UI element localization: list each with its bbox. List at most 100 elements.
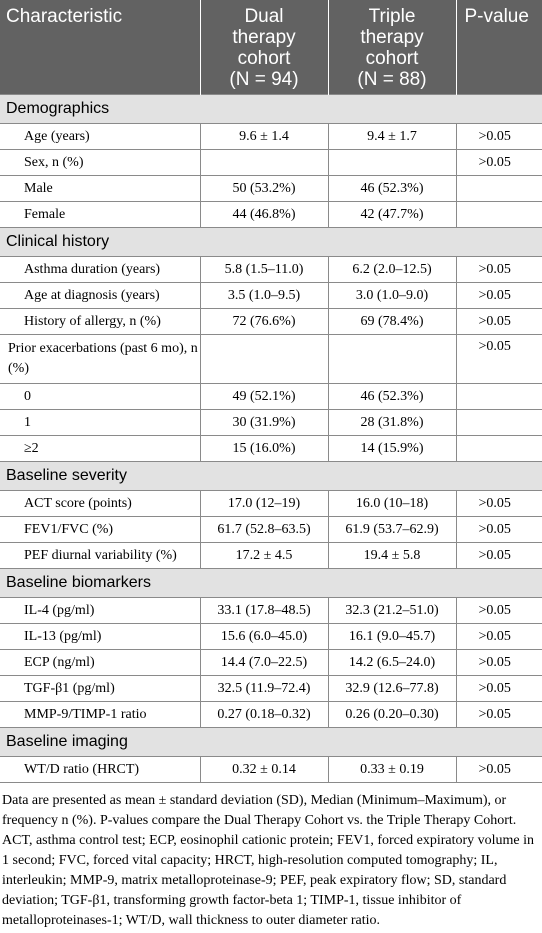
table-row: PEF diurnal variability (%) 17.2 ± 4.5 19.… bbox=[0, 542, 542, 569]
header-triple-line2: therapy bbox=[360, 27, 424, 48]
row-label: TGF-β1 (pg/ml) bbox=[0, 675, 201, 702]
header-characteristic: Characteristic bbox=[0, 0, 200, 95]
row-triple bbox=[327, 149, 457, 176]
section-row: Baseline imaging bbox=[0, 727, 542, 757]
row-triple: 3.0 (1.0–9.0) bbox=[327, 282, 457, 309]
table-header-row: Characteristic Dual therapy cohort (N = … bbox=[0, 0, 542, 95]
row-triple: 42 (47.7%) bbox=[327, 201, 457, 228]
row-triple: 19.4 ± 5.8 bbox=[327, 542, 457, 569]
table-row: ACT score (points) 17.0 (12–19) 16.0 (10–1… bbox=[0, 490, 542, 517]
row-pvalue: >0.05 bbox=[455, 308, 542, 335]
row-pvalue: >0.05 bbox=[455, 597, 542, 624]
header-dual-line3: cohort bbox=[237, 48, 291, 69]
row-label: History of allergy, n (%) bbox=[0, 308, 201, 335]
row-dual: 0.27 (0.18–0.32) bbox=[199, 701, 329, 728]
characteristics-table: Characteristic Dual therapy cohort (N = … bbox=[0, 0, 542, 783]
row-label: Prior exacerbations (past 6 mo), n (%) bbox=[0, 334, 201, 384]
row-pvalue bbox=[455, 435, 542, 462]
row-dual: 5.8 (1.5–11.0) bbox=[199, 256, 329, 283]
row-triple bbox=[327, 334, 457, 384]
table-footnote: Data are presented as mean ± standard de… bbox=[2, 793, 535, 928]
row-triple: 69 (78.4%) bbox=[327, 308, 457, 335]
section-baseline-imaging: Baseline imaging bbox=[0, 727, 542, 757]
row-triple: 46 (52.3%) bbox=[327, 383, 457, 410]
row-label: IL-13 (pg/ml) bbox=[0, 623, 201, 650]
row-pvalue: >0.05 bbox=[455, 675, 542, 702]
row-dual bbox=[199, 334, 329, 384]
row-pvalue bbox=[455, 409, 542, 436]
header-triple-line1: Triple bbox=[368, 6, 416, 27]
row-pvalue bbox=[455, 175, 542, 202]
table-row: TGF-β1 (pg/ml) 32.5 (11.9–72.4) 32.9 (12.6… bbox=[0, 675, 542, 702]
row-dual: 44 (46.8%) bbox=[199, 201, 329, 228]
row-dual: 30 (31.9%) bbox=[199, 409, 329, 436]
row-pvalue: >0.05 bbox=[455, 334, 542, 384]
row-triple: 16.0 (10–18) bbox=[327, 490, 457, 517]
row-pvalue bbox=[455, 201, 542, 228]
row-dual: 61.7 (52.8–63.5) bbox=[199, 516, 329, 543]
header-triple-cohort: Triple therapy cohort (N = 88) bbox=[327, 0, 456, 95]
row-label: 0 bbox=[0, 383, 201, 410]
row-triple: 32.3 (21.2–51.0) bbox=[327, 597, 457, 624]
row-label: ≥2 bbox=[0, 435, 201, 462]
table-row: IL-4 (pg/ml) 33.1 (17.8–48.5) 32.3 (21.2–5… bbox=[0, 597, 542, 624]
row-dual: 33.1 (17.8–48.5) bbox=[199, 597, 329, 624]
section-demographics: Demographics bbox=[0, 94, 542, 124]
row-pvalue: >0.05 bbox=[455, 649, 542, 676]
row-triple: 0.26 (0.20–0.30) bbox=[327, 701, 457, 728]
table-row: IL-13 (pg/ml) 15.6 (6.0–45.0) 16.1 (9.0–45… bbox=[0, 623, 542, 650]
header-triple-n: (N = 88) bbox=[357, 69, 427, 90]
row-pvalue: >0.05 bbox=[455, 756, 542, 783]
table-row: Sex, n (%) >0.05 bbox=[0, 149, 542, 176]
table-row: WT/D ratio (HRCT) 0.32 ± 0.14 0.33 ± 0.19 >… bbox=[0, 756, 542, 783]
section-row: Clinical history bbox=[0, 227, 542, 257]
row-label: Asthma duration (years) bbox=[0, 256, 201, 283]
row-dual: 9.6 ± 1.4 bbox=[199, 123, 329, 150]
table-row: Prior exacerbations (past 6 mo), n (%) >0… bbox=[0, 334, 542, 384]
row-label: MMP-9/TIMP-1 ratio bbox=[0, 701, 201, 728]
row-triple: 28 (31.8%) bbox=[327, 409, 457, 436]
section-baseline-biomarkers: Baseline biomarkers bbox=[0, 568, 542, 598]
row-dual: 15 (16.0%) bbox=[199, 435, 329, 462]
row-label: 1 bbox=[0, 409, 201, 436]
table-row: MMP-9/TIMP-1 ratio 0.27 (0.18–0.32) 0.26 (… bbox=[0, 701, 542, 728]
row-pvalue: >0.05 bbox=[455, 623, 542, 650]
row-dual: 0.32 ± 0.14 bbox=[199, 756, 329, 783]
row-label: Sex, n (%) bbox=[0, 149, 201, 176]
row-dual: 50 (53.2%) bbox=[199, 175, 329, 202]
row-dual: 17.0 (12–19) bbox=[199, 490, 329, 517]
row-pvalue: >0.05 bbox=[455, 123, 542, 150]
row-dual: 17.2 ± 4.5 bbox=[199, 542, 329, 569]
row-dual: 32.5 (11.9–72.4) bbox=[199, 675, 329, 702]
section-row: Baseline biomarkers bbox=[0, 568, 542, 598]
header-dual-cohort: Dual therapy cohort (N = 94) bbox=[199, 0, 328, 95]
table-row: Asthma duration (years) 5.8 (1.5–11.0) 6.2… bbox=[0, 256, 542, 283]
header-triple-line3: cohort bbox=[365, 48, 419, 69]
header-dual-n: (N = 94) bbox=[229, 69, 299, 90]
row-triple: 16.1 (9.0–45.7) bbox=[327, 623, 457, 650]
row-triple: 9.4 ± 1.7 bbox=[327, 123, 457, 150]
section-baseline-severity: Baseline severity bbox=[0, 461, 542, 491]
row-label: WT/D ratio (HRCT) bbox=[0, 756, 201, 783]
table-row: 0 49 (52.1%) 46 (52.3%) bbox=[0, 383, 542, 410]
header-dual-line1: Dual bbox=[244, 6, 284, 27]
row-pvalue: >0.05 bbox=[455, 149, 542, 176]
table-row: Female 44 (46.8%) 42 (47.7%) bbox=[0, 201, 542, 228]
section-row: Demographics bbox=[0, 94, 542, 124]
row-label: ECP (ng/ml) bbox=[0, 649, 201, 676]
table-row: FEV1/FVC (%) 61.7 (52.8–63.5) 61.9 (53.7–6… bbox=[0, 516, 542, 543]
row-label: Male bbox=[0, 175, 201, 202]
header-dual-line2: therapy bbox=[232, 27, 296, 48]
row-triple: 6.2 (2.0–12.5) bbox=[327, 256, 457, 283]
row-label: Female bbox=[0, 201, 201, 228]
row-label: PEF diurnal variability (%) bbox=[0, 542, 201, 569]
table-row: Male 50 (53.2%) 46 (52.3%) bbox=[0, 175, 542, 202]
row-pvalue: >0.05 bbox=[455, 282, 542, 309]
table-row: 1 30 (31.9%) 28 (31.8%) bbox=[0, 409, 542, 436]
row-pvalue bbox=[455, 383, 542, 410]
row-triple: 14.2 (6.5–24.0) bbox=[327, 649, 457, 676]
row-triple: 0.33 ± 0.19 bbox=[327, 756, 457, 783]
row-pvalue: >0.05 bbox=[455, 516, 542, 543]
row-pvalue: >0.05 bbox=[455, 542, 542, 569]
row-label: FEV1/FVC (%) bbox=[0, 516, 201, 543]
